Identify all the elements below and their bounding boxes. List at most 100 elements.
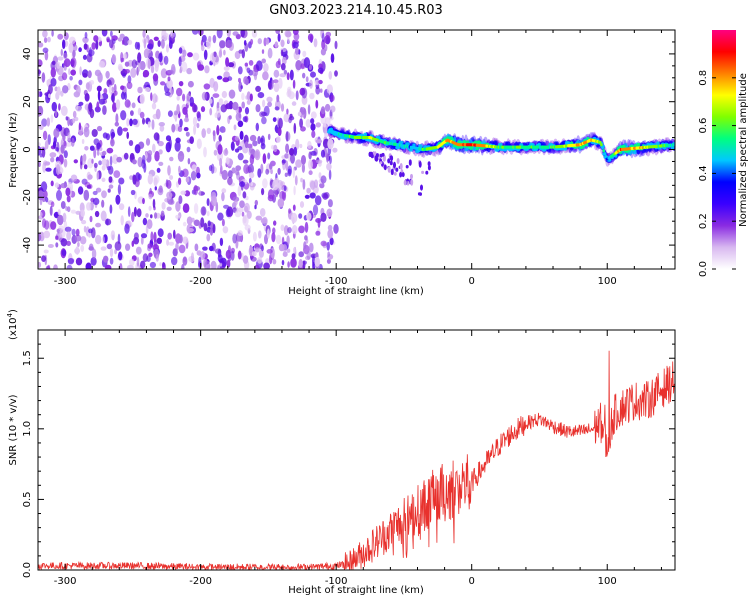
spectrogram-noise-cell (273, 220, 277, 226)
spectrogram-noise-cell (144, 87, 151, 92)
spectrogram-noise-cell (255, 122, 259, 132)
spectrogram-noise-cell (222, 127, 226, 133)
spectrogram-noise-cell (196, 122, 200, 129)
spectrogram-noise-cell (74, 234, 82, 242)
spectrogram-noise-cell (310, 111, 317, 119)
spectrogram-noise-cell (218, 49, 223, 58)
spectrogram-noise-cell (187, 228, 195, 233)
spectrogram-noise-cell (110, 30, 113, 37)
spectrogram-noise-cell (208, 245, 214, 252)
spectrogram-ridge-cell (408, 159, 412, 166)
spectrogram-noise-cell (285, 131, 289, 142)
spectrogram-noise-cell (158, 122, 165, 127)
spectrogram-noise-cell (56, 86, 61, 96)
spectrogram-noise-cell (43, 37, 48, 43)
spectrogram-noise-cell (175, 201, 181, 212)
spectrogram-ridge-cell (393, 171, 397, 176)
spectrogram-noise-cell (38, 145, 42, 156)
spectrogram-noise-cell (80, 209, 85, 217)
spectrogram-xtick-label: -100 (325, 276, 348, 287)
spectrogram-noise-cell (221, 218, 225, 227)
snr-multiplier: (x104) (6, 309, 19, 340)
spectrogram-noise-cell (220, 164, 223, 175)
spectrogram-ridge-cell (401, 172, 405, 178)
spectrogram-noise-cell (305, 76, 309, 83)
spectrogram-noise-cell (334, 40, 338, 50)
spectrogram-noise-cell (127, 206, 131, 218)
spectrogram-noise-cell (189, 136, 194, 145)
spectrogram-noise-cell (127, 39, 133, 45)
spectrogram-noise-cell (72, 44, 78, 52)
spectrogram-noise-cell (280, 49, 284, 57)
spectrogram-noise-cell (68, 68, 71, 76)
spectrogram-noise-cell (191, 30, 199, 35)
spectrogram-noise-cell (237, 66, 243, 75)
spectrogram-noise-cell (226, 39, 233, 49)
spectrogram-noise-cell (275, 30, 281, 34)
spectrogram-noise-cell (295, 90, 299, 101)
spectrogram-noise-cell (128, 140, 134, 146)
spectrogram-noise-cell (277, 167, 281, 175)
spectrogram-noise-cell (273, 82, 280, 93)
spectrogram-noise-cell (286, 248, 291, 253)
spectrogram-noise-cell (314, 256, 321, 267)
spectrogram-noise-cell (38, 261, 42, 268)
spectrogram-noise-cell (42, 218, 47, 228)
spectrogram-noise-cell (113, 170, 121, 179)
spectrogram-noise-cell (320, 48, 326, 56)
spectrogram-noise-cell (254, 204, 257, 210)
spectrogram-noise-cell (96, 85, 102, 92)
spectrogram-noise-cell (40, 181, 48, 192)
spectrogram-noise-cell (50, 221, 57, 230)
spectrogram-noise-cell (111, 86, 115, 93)
spectrogram-noise-cell (273, 144, 278, 153)
spectrogram-noise-cell (216, 30, 223, 39)
spectrogram-noise-cell (105, 264, 112, 269)
spectrogram-noise-cell (147, 150, 153, 157)
snr-xtick-label: 100 (598, 576, 617, 587)
spectrogram-noise-cell (186, 216, 193, 225)
spectrogram-noise-cell (67, 206, 71, 213)
spectrogram-noise-cell (193, 219, 200, 227)
spectrogram-noise-cell (75, 85, 81, 96)
spectrogram-noise-cell (300, 107, 306, 115)
spectrogram-ridge-cell (405, 165, 409, 169)
spectrogram-noise-cell (168, 138, 172, 149)
spectrogram-noise-cell (294, 175, 298, 186)
spectrogram-noise-cell (59, 228, 66, 238)
spectrogram-noise-cell (157, 228, 164, 238)
spectrogram-noise-cell (324, 103, 331, 112)
spectrogram-noise-cell (182, 236, 189, 244)
spectrogram-noise-cell (246, 99, 251, 105)
spectrogram-noise-cell (72, 110, 77, 118)
spectrogram-noise-cell (212, 93, 220, 98)
spectrogram-noise-cell (319, 182, 325, 189)
spectrogram-noise-cell (306, 187, 311, 194)
spectrogram-noise-cell (281, 159, 287, 164)
spectrogram-noise-cell (127, 75, 132, 84)
spectrogram-noise-cell (126, 131, 129, 139)
spectrogram-noise-cell (65, 142, 73, 147)
spectrogram-noise-cell (71, 118, 76, 124)
spectrogram-noise-cell (90, 257, 97, 266)
snr-ytick-label: 0.5 (22, 491, 33, 507)
spectrogram-noise-cell (228, 115, 232, 120)
spectrogram-noise-cell (286, 108, 289, 115)
spectrogram-noise-cell (86, 202, 92, 211)
spectrogram-noise-cell (91, 129, 98, 137)
spectrogram-noise-cell (285, 160, 289, 171)
spectrogram-noise-cell (96, 125, 103, 132)
spectrogram-noise-cell (281, 190, 287, 201)
spectrogram-ridge-cell (369, 151, 373, 158)
spectrogram-noise-cell (213, 149, 218, 156)
spectrogram-noise-cell (239, 181, 246, 187)
spectrogram-noise-cell (244, 202, 250, 213)
spectrogram-noise-cell (75, 228, 80, 237)
spectrogram-noise-cell (38, 42, 44, 48)
spectrogram-noise-cell (85, 262, 92, 269)
spectrogram-noise-cell (302, 260, 306, 269)
spectrogram-noise-cell (48, 84, 53, 95)
spectrogram-noise-cell (60, 182, 68, 189)
spectrogram-noise-cell (163, 32, 169, 38)
spectrogram-noise-cell (298, 251, 305, 258)
